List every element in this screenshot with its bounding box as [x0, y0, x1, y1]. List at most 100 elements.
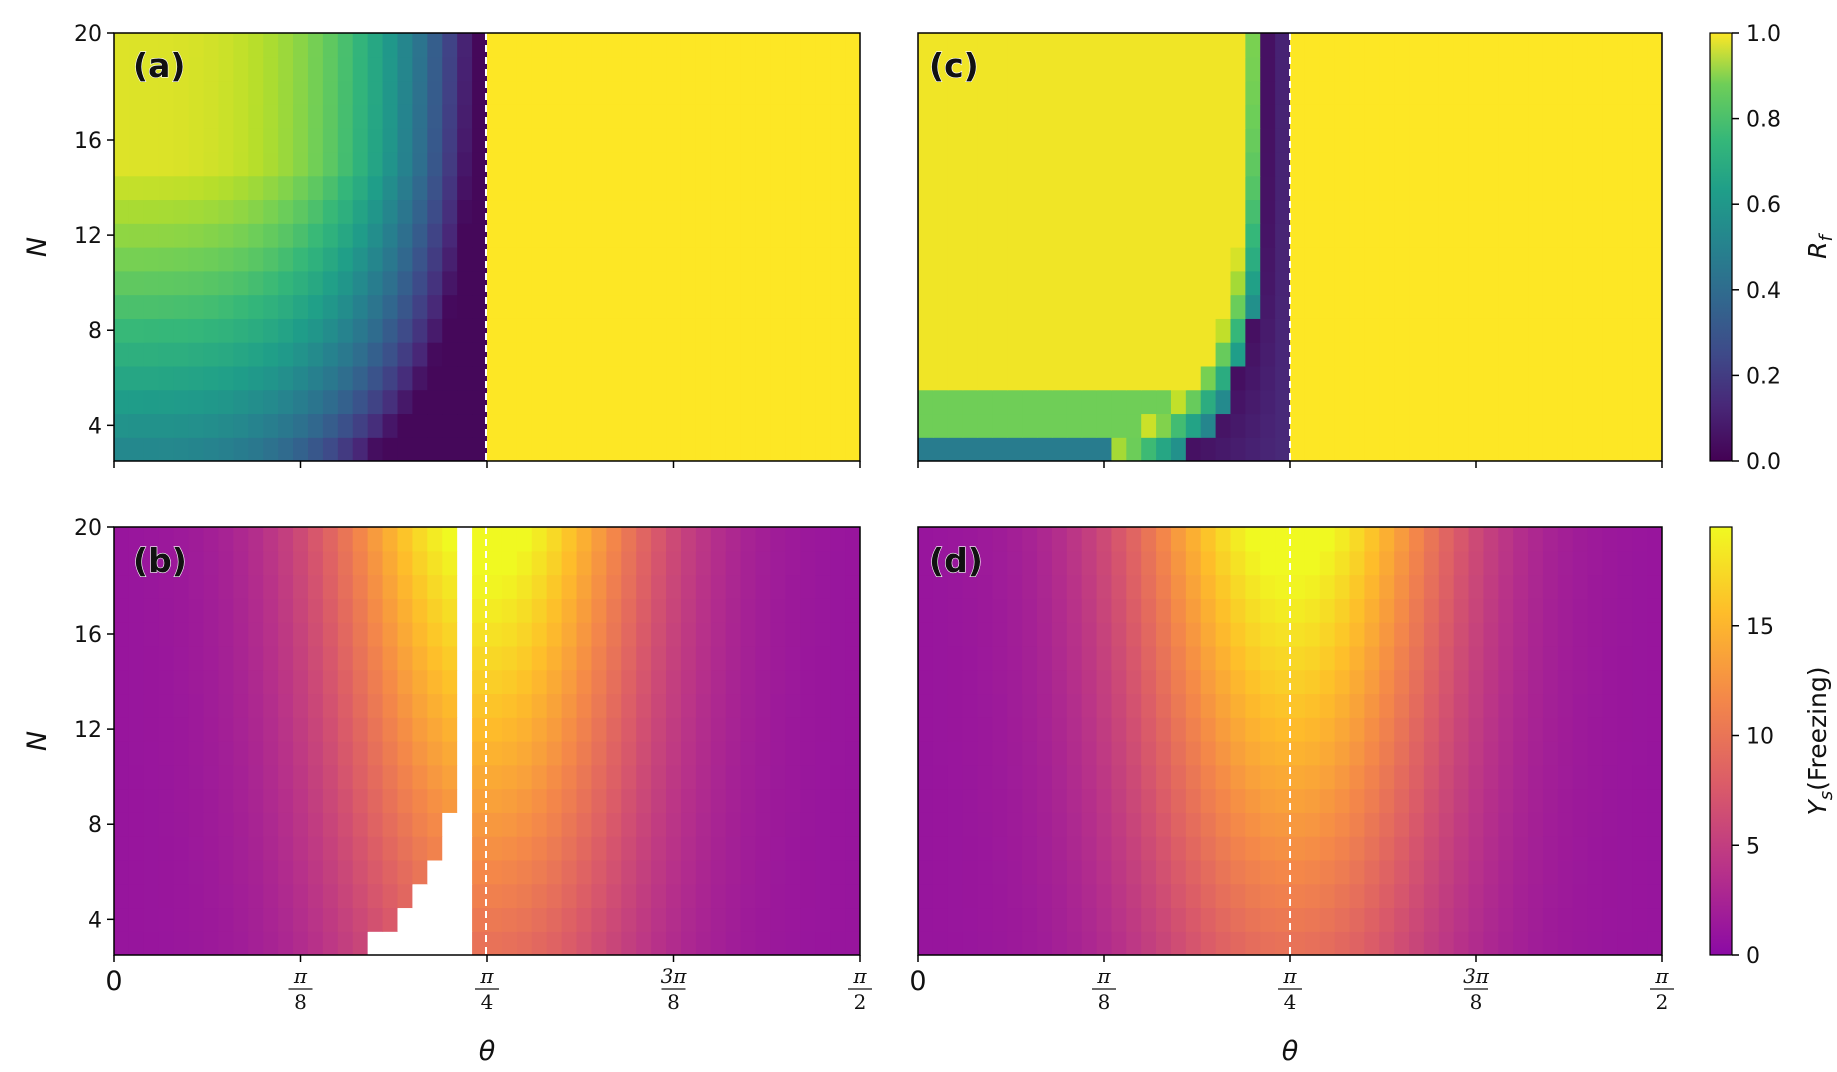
heatmap-cell: [1156, 859, 1172, 885]
heatmap-cell: [845, 270, 860, 296]
heatmap-cell: [1007, 80, 1023, 105]
heatmap-cell: [606, 669, 622, 695]
heatmap-cell: [1394, 693, 1410, 718]
x-axis-label-b: θ: [479, 1036, 496, 1067]
heatmap-cell: [1379, 717, 1395, 742]
heatmap-cell: [1230, 527, 1246, 552]
heatmap-cell: [1260, 550, 1276, 576]
heatmap-cell: [1394, 812, 1410, 837]
heatmap-cell: [412, 622, 428, 647]
heatmap-cell: [1022, 836, 1038, 861]
heatmap-cell: [1260, 669, 1276, 695]
heatmap-cell: [546, 389, 563, 415]
heatmap-cell: [1170, 812, 1187, 837]
heatmap-cell: [1037, 318, 1053, 343]
heatmap-cell: [516, 151, 533, 177]
heatmap-cell: [1066, 645, 1083, 671]
heatmap-cell: [1007, 669, 1023, 695]
heatmap-cell: [1096, 550, 1113, 576]
heatmap-cell: [1260, 574, 1276, 599]
heatmap-cell: [785, 622, 801, 647]
heatmap-cell: [591, 645, 607, 671]
heatmap-cell: [1081, 693, 1098, 718]
heatmap-cell: [770, 859, 786, 885]
heatmap-cell: [740, 883, 757, 909]
heatmap-cell: [1572, 80, 1589, 105]
heatmap-cell: [992, 812, 1008, 837]
heatmap-cell: [1438, 907, 1455, 932]
heatmap-cell: [1022, 270, 1038, 296]
heatmap-cell: [1096, 645, 1113, 671]
heatmap-cell: [695, 175, 712, 201]
heatmap-cell: [337, 56, 354, 82]
heatmap-cell: [800, 859, 816, 885]
heatmap-cell: [546, 56, 563, 82]
heatmap-cell: [845, 104, 860, 129]
heatmap-cell: [1304, 527, 1321, 552]
heatmap-cell: [725, 931, 742, 955]
heatmap-cell: [561, 223, 578, 248]
heatmap-cell: [293, 365, 309, 391]
heatmap-cell: [830, 669, 846, 695]
heatmap-cell: [128, 859, 145, 885]
heatmap-cell: [382, 223, 399, 248]
heatmap-cell: [531, 788, 548, 813]
heatmap-cell: [1230, 318, 1246, 343]
heatmap-cell: [1498, 693, 1514, 718]
heatmap-cell: [576, 151, 593, 177]
heatmap-cell: [427, 342, 443, 367]
heatmap-cell: [293, 598, 309, 623]
heatmap-cell: [1319, 931, 1336, 955]
heatmap-cell: [367, 527, 384, 552]
heatmap-cell: [725, 883, 742, 909]
heatmap-cell: [457, 788, 473, 813]
heatmap-cell: [725, 270, 742, 296]
heatmap-cell: [248, 104, 264, 129]
heatmap-cell: [1066, 413, 1083, 438]
heatmap-cell: [815, 294, 831, 319]
heatmap-cell: [1007, 836, 1023, 861]
heatmap-cell: [1066, 104, 1083, 129]
heatmap-cell: [382, 128, 399, 153]
heatmap-cell: [233, 669, 249, 695]
x-tick-label-numerator: 3π: [1463, 964, 1490, 988]
heatmap-cell: [621, 199, 637, 224]
heatmap-cell: [1542, 574, 1559, 599]
heatmap-cell: [278, 836, 294, 861]
heatmap-cell: [591, 247, 607, 272]
heatmap-cell: [1066, 437, 1083, 461]
heatmap-cell: [1617, 223, 1633, 248]
heatmap-cell: [337, 175, 354, 201]
heatmap-cell: [218, 907, 234, 932]
heatmap-cell: [248, 80, 264, 105]
heatmap-cell: [367, 859, 384, 885]
heatmap-cell: [501, 223, 518, 248]
heatmap-cell: [561, 437, 578, 461]
heatmap-cell: [516, 128, 533, 153]
heatmap-cell: [516, 598, 533, 623]
heatmap-cell: [1513, 294, 1529, 319]
heatmap-cell: [830, 550, 846, 576]
heatmap-cell: [412, 907, 428, 932]
heatmap-cell: [203, 294, 220, 319]
heatmap-cell: [636, 128, 652, 153]
heatmap-cell: [278, 883, 294, 909]
heatmap-cell: [1617, 151, 1633, 177]
heatmap-cell: [173, 574, 190, 599]
heatmap-cell: [800, 175, 816, 201]
heatmap-cell: [845, 741, 860, 766]
heatmap-cell: [651, 836, 667, 861]
heatmap-cell: [606, 128, 622, 153]
heatmap-cell: [1364, 413, 1380, 438]
heatmap-cell: [158, 574, 175, 599]
heatmap-cell: [278, 33, 294, 58]
heatmap-cell: [1304, 812, 1321, 837]
heatmap-cell: [666, 413, 682, 438]
heatmap-cell: [606, 413, 622, 438]
heatmap-cell: [680, 527, 697, 552]
heatmap-cell: [740, 574, 757, 599]
heatmap-cell: [1200, 527, 1217, 552]
heatmap-cell: [158, 104, 175, 129]
heatmap-cell: [845, 413, 860, 438]
heatmap-cell: [770, 104, 786, 129]
